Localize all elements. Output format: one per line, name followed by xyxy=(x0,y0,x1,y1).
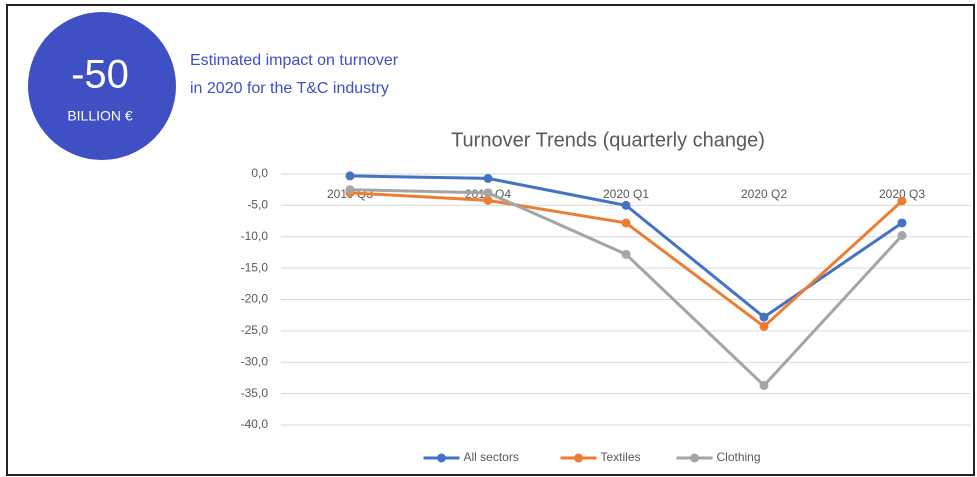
legend-marker xyxy=(437,453,446,463)
point xyxy=(897,196,907,206)
y-tick-label: -40,0 xyxy=(241,417,269,431)
x-tick-label: 2020 Q2 xyxy=(741,187,787,201)
point xyxy=(759,380,769,390)
x-tick-label: 2020 Q3 xyxy=(879,187,925,201)
legend-marker xyxy=(690,453,699,463)
badge-unit: BILLION € xyxy=(67,108,133,124)
point xyxy=(483,195,493,205)
legend-label: Textiles xyxy=(601,450,641,464)
badge xyxy=(28,12,176,160)
chart-title: Turnover Trends (quarterly change) xyxy=(451,129,765,151)
y-tick-label: -10,0 xyxy=(241,229,269,243)
note-line: Estimated impact on turnover xyxy=(190,52,399,69)
y-tick-label: -25,0 xyxy=(241,323,269,337)
point xyxy=(621,200,631,210)
point xyxy=(345,185,355,195)
point xyxy=(897,230,907,240)
legend-label: All sectors xyxy=(464,450,519,464)
point xyxy=(621,249,631,259)
note-line: in 2020 for the T&C industry xyxy=(190,80,389,97)
legend-label: Clothing xyxy=(717,450,761,464)
y-tick-label: 0,0 xyxy=(251,166,268,180)
point xyxy=(483,188,493,198)
point xyxy=(897,218,907,228)
x-tick-label: 2020 Q1 xyxy=(603,187,649,201)
y-tick-label: -30,0 xyxy=(241,354,269,368)
y-tick-label: -15,0 xyxy=(241,260,269,274)
point xyxy=(759,321,769,331)
y-tick-label: -35,0 xyxy=(241,386,269,400)
legend-marker xyxy=(574,453,583,463)
badge-value: -50 xyxy=(71,53,129,97)
point xyxy=(759,312,769,322)
y-tick-label: -20,0 xyxy=(241,292,269,306)
y-tick-label: -5,0 xyxy=(247,198,268,212)
point xyxy=(345,171,355,181)
point xyxy=(621,218,631,228)
point xyxy=(483,173,493,183)
